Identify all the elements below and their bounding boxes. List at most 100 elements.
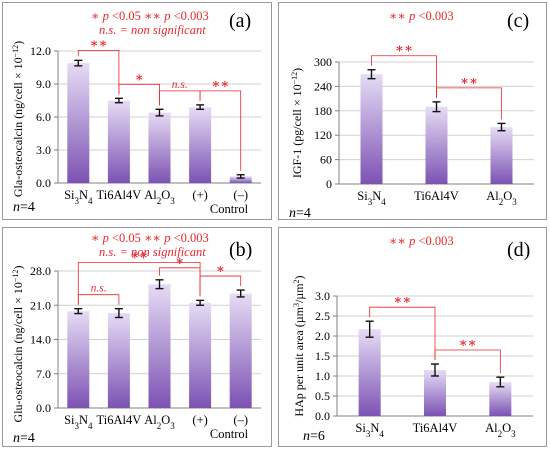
- bar-1: [425, 106, 448, 184]
- chart-b-plot: 0.0 7.0 14.0 21.0 28.0 Si3N4 Ti6Al4V Al2O3 (+) (–…: [30, 247, 261, 431]
- significance-label: ∗∗: [395, 41, 413, 56]
- note-threshold: <0.05: [112, 231, 144, 245]
- n-prefix: n: [289, 206, 296, 221]
- ylabel-exp2: 2: [292, 279, 301, 283]
- panel-a-label: (a): [229, 10, 251, 32]
- x-tick-label: Ti6Al4V: [414, 189, 459, 203]
- panel-b-note-line2: n.s. = non significant: [99, 245, 206, 259]
- y-tick-label: 21.0: [30, 298, 51, 312]
- bar-4: [229, 293, 252, 408]
- y-tick-label: 3.0: [315, 289, 330, 303]
- panel-c-label: (c): [507, 10, 529, 32]
- panel-d-y-axis-label: HAp per unit area (µm3/µm2): [292, 275, 307, 416]
- significance-label: n.s.: [91, 283, 107, 295]
- y-tick-label: 0.0: [36, 176, 51, 190]
- n-value: =4: [20, 200, 35, 215]
- significance-label: ∗∗: [393, 292, 411, 307]
- note-stars: ∗∗: [144, 9, 161, 23]
- panel-a-group-label: Control: [210, 202, 249, 216]
- x-tick-label: Si3N4: [355, 421, 384, 439]
- n-prefix: n: [13, 200, 20, 215]
- x-tick-label: Si3N4: [64, 413, 93, 431]
- y-tick-label: 1.0: [315, 369, 330, 383]
- note-stars: ∗∗: [144, 231, 161, 245]
- x-tick-label: Si3N4: [64, 188, 93, 206]
- note-star: ∗: [91, 231, 100, 245]
- bar-0: [358, 329, 381, 416]
- ylabel-exp: −12: [11, 270, 20, 283]
- x-tick-label: Al2O3: [144, 188, 175, 206]
- y-tick-label: 2.0: [315, 329, 330, 343]
- y-tick-label: 14.0: [30, 333, 51, 347]
- panel-c-note-line1: ∗∗ p <0.003: [389, 9, 454, 23]
- significance-label: ∗: [216, 261, 225, 276]
- y-tick-label: 0: [326, 177, 332, 191]
- n-value: =6: [310, 429, 325, 444]
- chart-b-svg: 0.0 7.0 14.0 21.0 28.0 Si3N4 Ti6Al4V Al2O3 (+) (–…: [11, 231, 261, 446]
- note-p: p: [408, 9, 415, 23]
- y-tick-label: 300: [314, 55, 332, 69]
- chart-a-plot: 0.0 3.0 6.0 9.0 12.0 Si3N4 Ti6Al4V Al2O3 (+) (–) ∗…: [30, 35, 261, 206]
- bar-0: [67, 311, 90, 408]
- x-tick-label: (–): [233, 188, 248, 202]
- y-tick-label: 7.0: [36, 367, 51, 381]
- ylabel-exp: 3: [292, 303, 301, 307]
- x-tick-label: (+): [192, 413, 207, 427]
- chart-d-svg: 0.0 0.5 1.0 1.5 2.0 2.5 3.0 Si3N4 Ti6Al4V Al2O3 ∗∗…: [292, 234, 533, 444]
- significance-bracket: [77, 49, 120, 95]
- chart-c-plot: 0 60 120 180 240 300 Si3N4 Ti6Al4V Al2O3 ∗∗ ∗∗: [314, 41, 534, 207]
- panel-b-note-line1: ∗ p <0.05 ∗∗ p <0.003: [91, 231, 209, 245]
- note-p: p: [102, 231, 109, 245]
- bar-2: [489, 382, 512, 416]
- panel-d-n-label: n=6: [303, 429, 325, 444]
- x-tick-label: Al2O3: [144, 413, 175, 431]
- x-tick-label: Al2O3: [486, 189, 517, 207]
- n-value: =4: [20, 431, 35, 446]
- significance-label: ∗: [175, 253, 184, 268]
- note-p: p: [163, 231, 170, 245]
- x-tick-label: Ti6Al4V: [413, 421, 458, 435]
- panel-a-note-line1: ∗ p <0.05 ∗∗ p <0.003: [91, 9, 209, 23]
- significance-bracket: [199, 90, 242, 171]
- x-tick-label: Ti6Al4V: [97, 413, 142, 427]
- significance-bracket: [369, 306, 436, 360]
- y-tick-label: 60: [320, 153, 332, 167]
- significance-label: ∗∗: [130, 247, 148, 262]
- y-tick-label: 28.0: [30, 264, 51, 278]
- x-tick-label: Si3N4: [357, 189, 386, 207]
- significance-bracket: [159, 90, 201, 106]
- panel-a-n-label: n=4: [13, 200, 35, 215]
- x-tick-label: (–): [233, 413, 248, 427]
- bar-2: [490, 127, 513, 184]
- significance-bracket: [199, 275, 242, 297]
- y-tick-label: 240: [314, 79, 332, 93]
- panel-b-n-label: n=4: [13, 431, 35, 446]
- x-tick-label: (+): [192, 188, 207, 202]
- ylabel-mid: /µm: [292, 283, 306, 303]
- panel-b-label: (b): [229, 239, 252, 261]
- panel-b: 0.0 7.0 14.0 21.0 28.0 Si3N4 Ti6Al4V Al2O3 (+) (–…: [2, 227, 272, 447]
- significance-bracket: [434, 349, 501, 374]
- note-p: p: [408, 234, 415, 248]
- ylabel-exp: −12: [11, 45, 20, 58]
- y-tick-label: 9.0: [36, 77, 51, 91]
- ylabel-text: HAp per unit area (µm: [292, 306, 306, 416]
- x-tick-label: Ti6Al4V: [97, 188, 142, 202]
- note-star: ∗: [91, 9, 100, 23]
- panel-d-note-line1: ∗∗ p <0.003: [389, 234, 454, 248]
- note-threshold: <0.05: [112, 9, 144, 23]
- note-threshold: <0.003: [419, 9, 454, 23]
- note-threshold: <0.003: [419, 234, 454, 248]
- panel-c-y-axis-label: IGF-1 (pg/cell × 10−12): [290, 68, 305, 178]
- ylabel-exp: −12: [290, 72, 299, 85]
- chart-c-svg: 0 60 120 180 240 300 Si3N4 Ti6Al4V Al2O3 ∗∗ ∗∗ ∗∗ …: [289, 9, 534, 221]
- bar-2: [148, 112, 171, 183]
- panel-a-y-axis-label: Gla-osteocalcin (ng/cell × 10−12): [11, 41, 26, 197]
- bar-4: [229, 176, 252, 183]
- significance-label: ∗∗: [90, 35, 108, 50]
- bar-3: [189, 107, 212, 183]
- panel-d-label: (d): [507, 239, 530, 261]
- n-prefix: n: [13, 431, 20, 446]
- significance-label: ∗∗: [211, 76, 229, 91]
- significance-bracket: [77, 294, 120, 305]
